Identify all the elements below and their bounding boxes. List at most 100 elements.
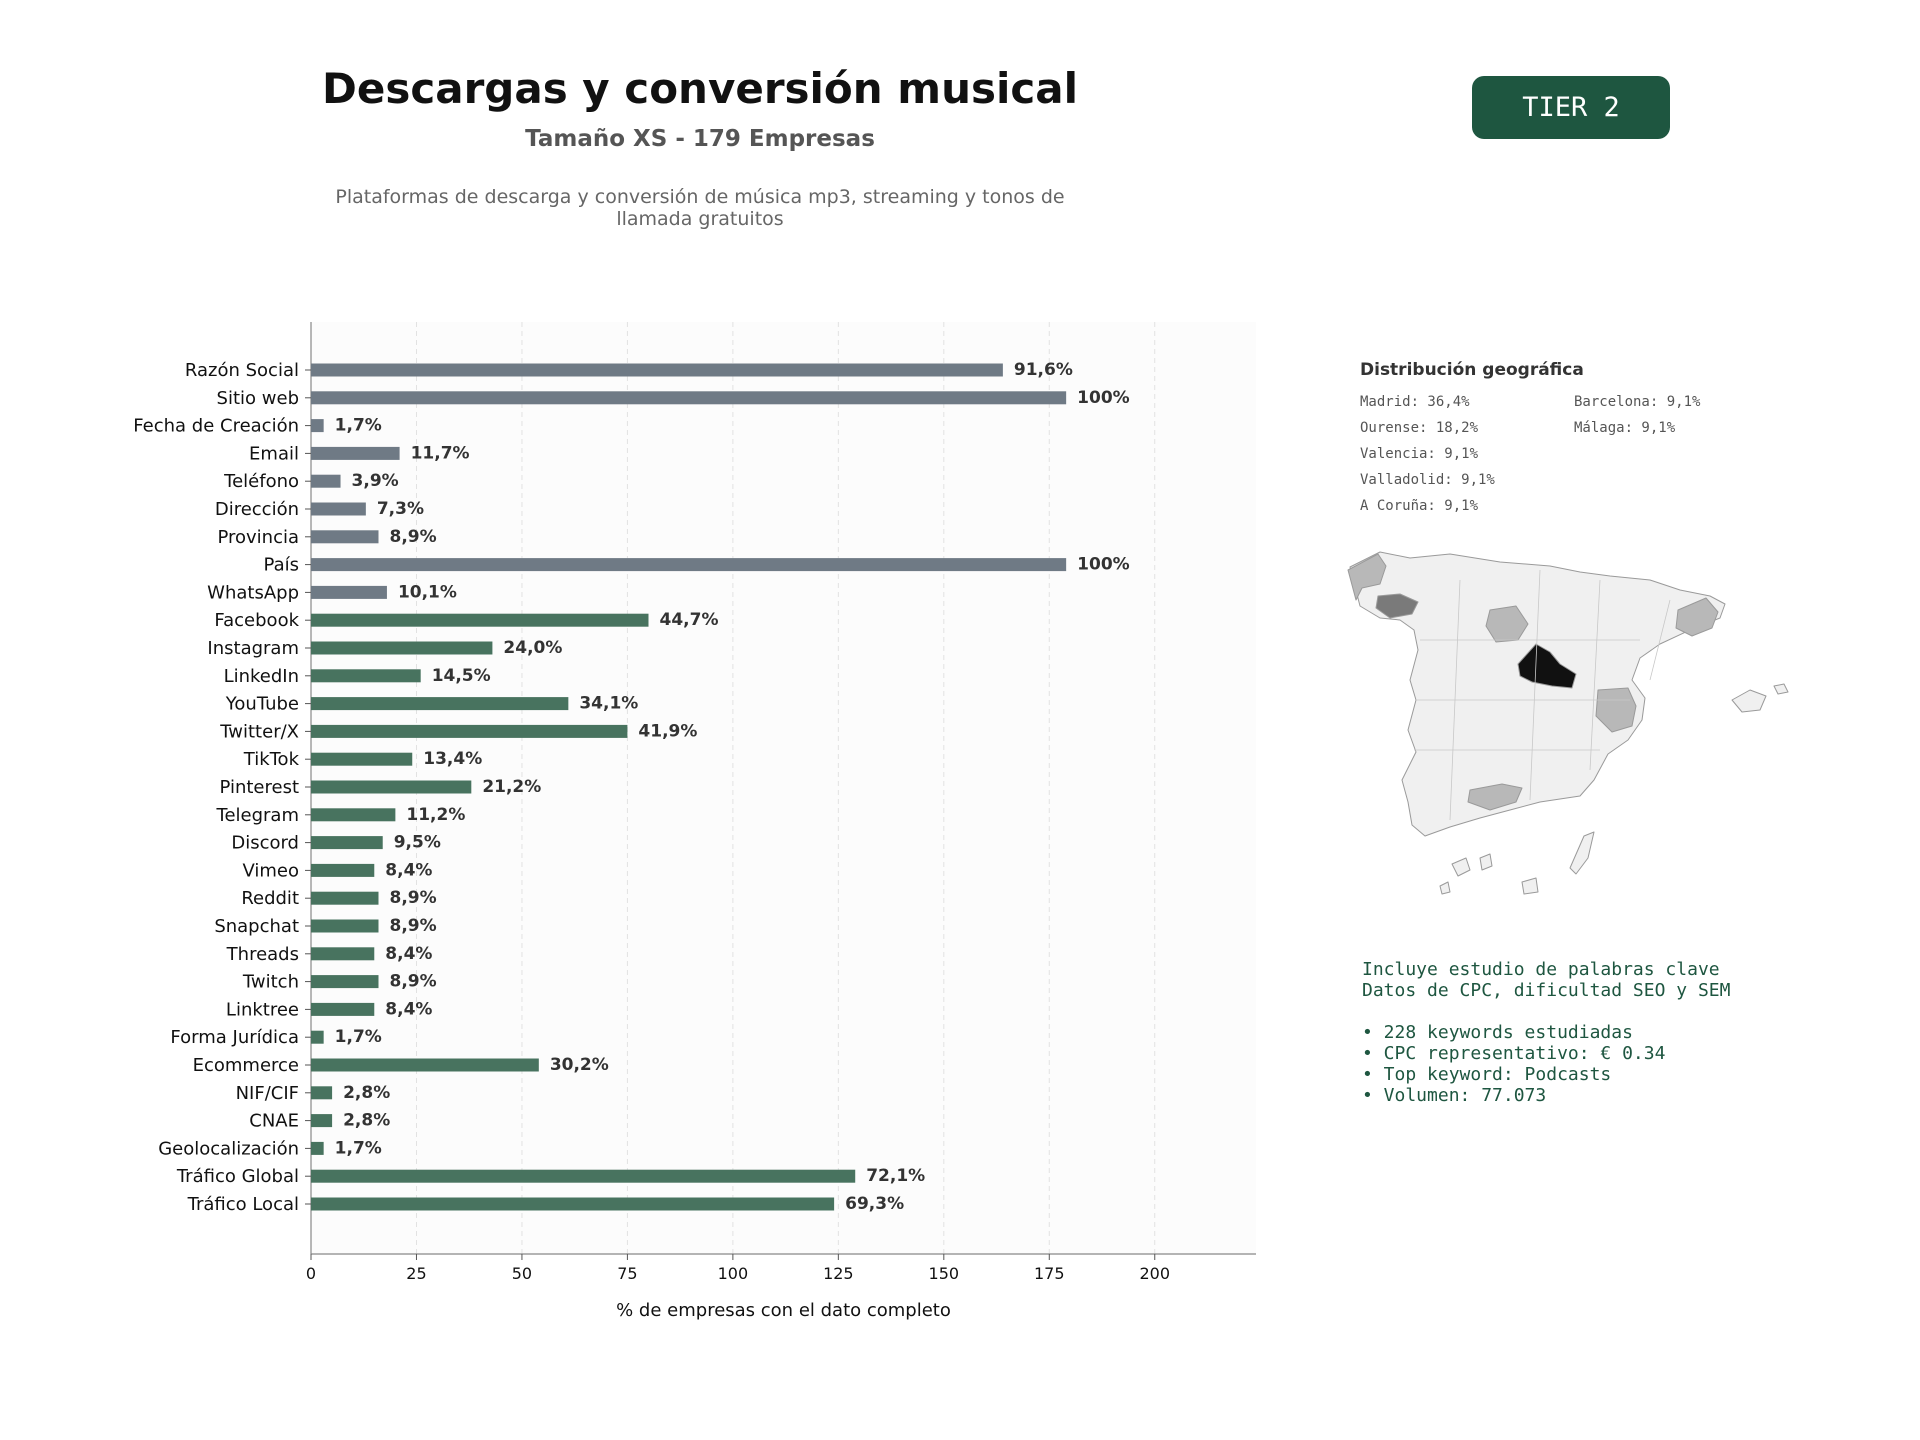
data-label: 8,9% (390, 888, 437, 908)
bar (311, 724, 628, 738)
geo-item: Valladolid: 9,1% (1360, 472, 1495, 488)
bar (311, 613, 649, 627)
y-tick-label: Reddit (241, 888, 299, 909)
data-label: 8,4% (385, 999, 432, 1019)
geo-item: Málaga: 9,1% (1574, 420, 1676, 436)
bar (311, 1169, 856, 1183)
geo-item: A Coruña: 9,1% (1360, 498, 1479, 514)
y-tick-label: Vimeo (242, 860, 299, 881)
y-tick-label: Threads (226, 944, 299, 965)
data-label: 100% (1077, 555, 1130, 575)
keyword-bullet: • Volumen: 77.073 (1362, 1085, 1547, 1106)
geo-title: Distribución geográfica (1360, 360, 1584, 380)
bar (311, 808, 396, 822)
canary-islands (1479, 853, 1493, 871)
y-tick-label: CNAE (249, 1111, 299, 1132)
y-tick-label: Telegram (216, 805, 299, 826)
bar (311, 419, 324, 433)
y-tick-label: Sitio web (217, 388, 299, 409)
y-tick-label: Twitch (242, 972, 299, 993)
data-label: 13,4% (423, 749, 482, 769)
keywords-panel: Incluye estudio de palabras clave Datos … (1362, 959, 1882, 1106)
spain-mainland (1349, 551, 1726, 837)
y-tick-label: Fecha de Creación (133, 416, 299, 437)
x-tick-label: 75 (617, 1264, 637, 1283)
bar (311, 697, 569, 711)
data-label: 1,7% (335, 1138, 382, 1158)
y-tick-label: Ecommerce (193, 1055, 299, 1076)
y-tick-label: Dirección (215, 499, 299, 520)
spain-map (1347, 551, 1789, 895)
bar (311, 863, 375, 877)
x-tick-label: 25 (406, 1264, 426, 1283)
data-label: 2,8% (343, 1111, 390, 1131)
data-label: 34,1% (579, 694, 638, 714)
x-tick-label: 150 (929, 1264, 960, 1283)
bar (311, 947, 375, 961)
bar (311, 1002, 375, 1016)
x-tick-label: 50 (512, 1264, 532, 1283)
y-tick-label: Linktree (226, 999, 299, 1020)
bar (311, 752, 413, 766)
keyword-bullet: • 228 keywords estudiadas (1362, 1022, 1633, 1043)
bar (311, 585, 387, 599)
x-tick-label: 125 (823, 1264, 854, 1283)
y-tick-label: YouTube (225, 694, 299, 715)
data-label: 7,3% (377, 499, 424, 519)
keywords-line: Incluye estudio de palabras clave (1362, 959, 1720, 980)
y-tick-label: LinkedIn (224, 666, 299, 687)
bar (311, 1086, 333, 1100)
data-label: 11,2% (406, 805, 465, 825)
bar (311, 836, 383, 850)
bar (311, 391, 1067, 405)
data-label: 9,5% (394, 833, 441, 853)
data-label: 91,6% (1014, 360, 1073, 380)
y-tick-label: Forma Jurídica (170, 1027, 299, 1048)
y-tick-label: Email (249, 443, 299, 464)
data-label: 8,4% (385, 860, 432, 880)
y-tick-label: Instagram (207, 638, 299, 659)
data-label: 11,7% (411, 443, 470, 463)
x-tick-label: 0 (306, 1264, 316, 1283)
bar (311, 474, 341, 488)
region-ourense (1375, 593, 1419, 619)
balearic-islands (1773, 683, 1789, 695)
geo-item: Barcelona: 9,1% (1574, 394, 1701, 410)
y-tick-label: Provincia (217, 527, 299, 548)
bar (311, 363, 1003, 377)
bar (311, 669, 421, 683)
y-tick-label: Geolocalización (158, 1138, 299, 1159)
canary-islands (1521, 877, 1539, 895)
data-label: 8,9% (390, 972, 437, 992)
data-label: 1,7% (335, 1027, 382, 1047)
y-tick-label: Discord (231, 833, 299, 854)
y-tick-label: Razón Social (185, 360, 299, 381)
data-label: 100% (1077, 388, 1130, 408)
data-label: 3,9% (352, 471, 399, 491)
x-axis-label: % de empresas con el dato completo (616, 1300, 951, 1321)
bar (311, 558, 1067, 572)
canary-islands (1439, 881, 1451, 895)
y-tick-label: Pinterest (219, 777, 299, 798)
bar (311, 1114, 333, 1128)
data-label: 2,8% (343, 1083, 390, 1103)
y-tick-label: TikTok (243, 749, 300, 770)
region-madrid (1517, 643, 1577, 689)
y-tick-label: WhatsApp (207, 582, 299, 603)
region-valencia (1595, 687, 1637, 733)
y-tick-label: NIF/CIF (236, 1083, 299, 1104)
data-label: 10,1% (398, 582, 457, 602)
bar (311, 530, 379, 544)
region-a-coruna (1347, 553, 1387, 601)
x-tick-label: 175 (1034, 1264, 1065, 1283)
keywords-line: Datos de CPC, dificultad SEO y SEM (1362, 980, 1731, 1001)
data-label: 14,5% (432, 666, 491, 686)
geo-item: Madrid: 36,4% (1360, 394, 1470, 410)
geo-distribution-panel: Distribución geográfica Madrid: 36,4% Ou… (1360, 360, 1860, 524)
x-tick-label: 200 (1139, 1264, 1170, 1283)
keyword-bullet: • CPC representativo: € 0.34 (1362, 1043, 1666, 1064)
canary-islands (1569, 831, 1595, 875)
region-barcelona (1675, 597, 1719, 637)
data-label: 1,7% (335, 416, 382, 436)
y-tick-label: Teléfono (223, 471, 299, 492)
